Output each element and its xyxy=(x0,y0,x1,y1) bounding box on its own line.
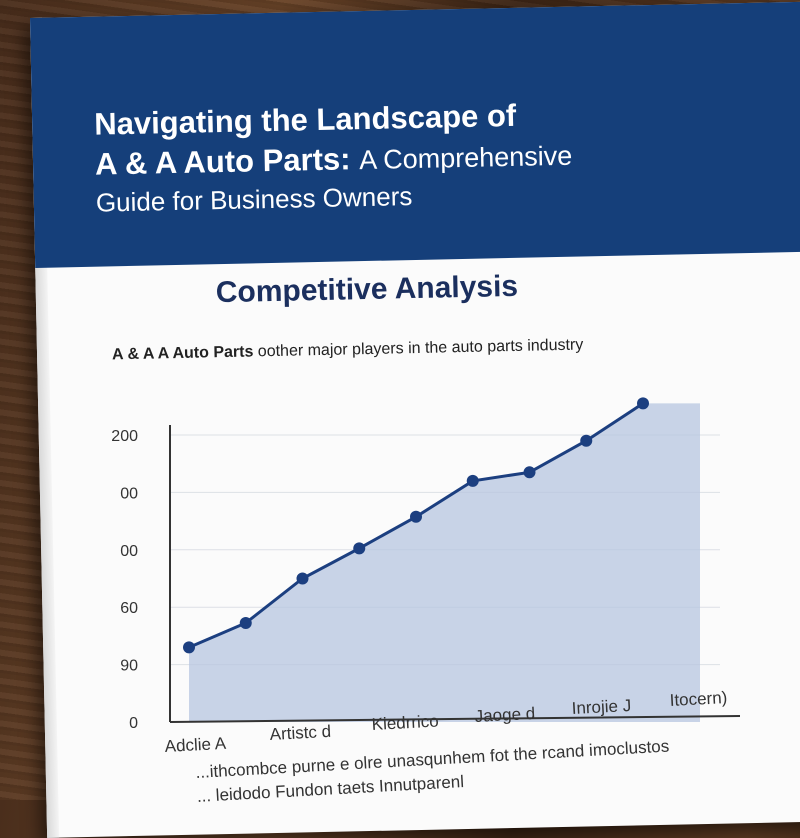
x-tick-label: Itocern) xyxy=(669,688,728,710)
y-tick-label: 90 xyxy=(120,658,138,675)
data-point xyxy=(637,397,649,410)
data-point xyxy=(353,542,366,555)
x-axis xyxy=(169,715,741,723)
x-tick-label: Artistc d xyxy=(269,722,331,744)
data-point xyxy=(580,434,593,447)
line-chart: 0 90 60 00 00 200 Adclie A Artistc d Kiedrrico Ja… xyxy=(111,397,741,756)
data-point xyxy=(466,474,479,487)
x-tick-label: Kiedrrico xyxy=(371,712,439,734)
y-tick-label: 0 xyxy=(129,715,138,732)
data-point xyxy=(523,466,536,479)
data-point xyxy=(410,510,422,523)
y-tick-label: 00 xyxy=(120,485,138,502)
x-tick-label: Inrojie J xyxy=(571,696,631,718)
x-tick-label: Adclie A xyxy=(164,734,227,756)
y-tick-label: 200 xyxy=(111,428,138,445)
data-point xyxy=(239,616,252,629)
data-point xyxy=(183,641,195,654)
y-tick-label: 00 xyxy=(120,543,138,560)
data-point xyxy=(296,572,309,585)
y-tick-label: 60 xyxy=(120,600,138,617)
area-fill xyxy=(189,403,700,722)
x-tick-label: Jaoge d xyxy=(474,704,535,726)
